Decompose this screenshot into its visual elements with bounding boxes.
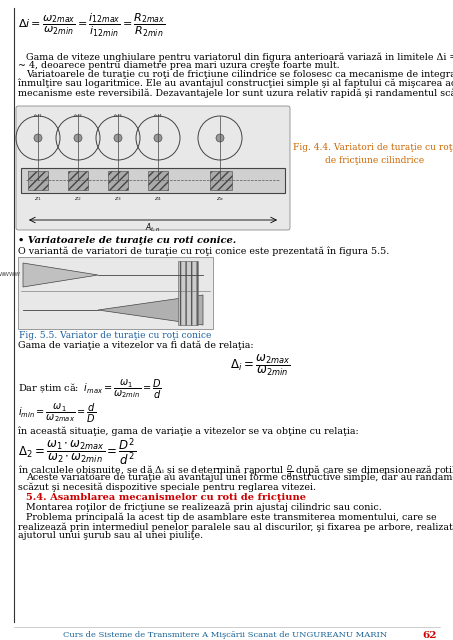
- Circle shape: [216, 134, 224, 142]
- Text: • Variatoarele de turaţie cu roti conice.: • Variatoarele de turaţie cu roti conice…: [18, 236, 236, 245]
- Text: Curs de Sisteme de Transmitere A Mişcării Scanat de UNGUREANU MARIN: Curs de Sisteme de Transmitere A Mişcări…: [63, 631, 387, 639]
- Text: Problema principală la acest tip de asamblare este transmiterea momentului, care: Problema principală la acest tip de asam…: [26, 513, 437, 522]
- Text: $A_{t,n}$: $A_{t,n}$: [145, 222, 161, 234]
- Text: realizează prin intermediul penelor paralele sau al discurilor, şi fixarea pe ar: realizează prin intermediul penelor para…: [18, 522, 453, 531]
- Text: O variantă de variatori de turaţie cu roţi conice este prezentată în figura 5.5.: O variantă de variatori de turaţie cu ro…: [18, 246, 389, 255]
- Text: $z_1$: $z_1$: [34, 195, 42, 203]
- Text: Gama de viteze unghiulare pentru variatorul din figura anterioară variază in lim: Gama de viteze unghiulare pentru variato…: [26, 52, 453, 61]
- Text: 62: 62: [423, 631, 437, 640]
- Text: $z_2$: $z_2$: [74, 195, 82, 203]
- Text: ~ 4, deoarece pentru diametre prea mari uzura creşte foarte mult.: ~ 4, deoarece pentru diametre prea mari …: [18, 61, 340, 70]
- Text: $z_a$: $z_a$: [216, 195, 224, 203]
- Text: Variatoarele de turaţie cu roţi de fricţiune cilindrice se folosesc ca mecanisme: Variatoarele de turaţie cu roţi de fricţ…: [26, 70, 453, 79]
- Bar: [68, 171, 88, 190]
- Text: $\omega_{1}$: $\omega_{1}$: [33, 112, 43, 120]
- Bar: [18, 257, 213, 329]
- Text: $\omega_{4}$: $\omega_{4}$: [153, 112, 163, 120]
- Text: în calculele obișnuite, se dă Δᵢ și se determină raportul $\frac{D}{d}$ după car: în calculele obișnuite, se dă Δᵢ și se d…: [18, 463, 453, 480]
- Bar: [108, 171, 128, 190]
- Text: $z_4$: $z_4$: [154, 195, 162, 203]
- Text: $\omega_{2}$: $\omega_{2}$: [73, 112, 83, 120]
- Polygon shape: [98, 295, 203, 325]
- Text: Montarea roţilor de fricţiune se realizează prin ajustaj cilindric sau conic.: Montarea roţilor de fricţiune se realize…: [26, 503, 382, 513]
- Bar: [178, 261, 198, 325]
- Bar: [210, 171, 232, 190]
- Bar: [148, 171, 168, 190]
- Polygon shape: [23, 263, 98, 287]
- Text: Fig. 4.4. Variatori de turaţie cu roţi
de fricţiune cilindrice: Fig. 4.4. Variatori de turaţie cu roţi d…: [293, 143, 453, 165]
- Text: scăzut şi necesită dispozitive speciale pentru reglarea vitezei.: scăzut şi necesită dispozitive speciale …: [18, 482, 316, 492]
- Text: 5.4. Asamblarea mecanismelor cu roti de fricţiune: 5.4. Asamblarea mecanismelor cu roti de …: [26, 493, 306, 502]
- Text: $\omega_{3}$: $\omega_{3}$: [113, 112, 123, 120]
- Text: $\Delta_2 = \dfrac{\omega_1 \cdot \omega_{2max}}{\omega_2 \cdot \omega_{2min}} =: $\Delta_2 = \dfrac{\omega_1 \cdot \omega…: [18, 437, 136, 468]
- Text: $z_3$: $z_3$: [114, 195, 122, 203]
- FancyBboxPatch shape: [16, 106, 290, 230]
- Text: ajutorul unui şurub sau al unei piuliţe.: ajutorul unui şurub sau al unei piuliţe.: [18, 531, 203, 540]
- Circle shape: [74, 134, 82, 142]
- Text: Aceste variatoare de turaţie au avantajul unei forme constructive simple, dar au: Aceste variatoare de turaţie au avantaju…: [26, 473, 453, 482]
- Text: $\Delta i = \dfrac{\omega_{2max}}{\omega_{2min}} = \dfrac{i_{12max}}{i_{12min}} : $\Delta i = \dfrac{\omega_{2max}}{\omega…: [18, 12, 166, 39]
- Bar: [21, 168, 285, 193]
- Text: în această situaţie, gama de variaţie a vitezelor se va obţine cu relaţia:: în această situaţie, gama de variaţie a …: [18, 426, 359, 435]
- Text: mecanisme este reversibilă. Dezavantajele lor sunt uzura relativ rapidă şi randa: mecanisme este reversibilă. Dezavantajel…: [18, 88, 453, 97]
- Text: $i_{min} = \dfrac{\omega_1}{\omega_{2max}} = \dfrac{d}{D}$: $i_{min} = \dfrac{\omega_1}{\omega_{2max…: [18, 402, 96, 425]
- Text: WWWW: WWWW: [0, 273, 21, 278]
- Circle shape: [114, 134, 122, 142]
- Text: Gama de variaţie a vitezelor va fi dată de relaţia:: Gama de variaţie a vitezelor va fi dată …: [18, 341, 254, 351]
- Circle shape: [34, 134, 42, 142]
- Text: Dar știm că:  $i_{max} = \dfrac{\omega_1}{\omega_{2min}} = \dfrac{D}{d}$: Dar știm că: $i_{max} = \dfrac{\omega_1}…: [18, 378, 162, 401]
- Circle shape: [154, 134, 162, 142]
- Text: $\Delta_i = \dfrac{\omega_{2max}}{\omega_{2min}}$: $\Delta_i = \dfrac{\omega_{2max}}{\omega…: [230, 352, 290, 378]
- Text: înmulţire sau logaritmice. Ele au avantajul construcţiei simple şi al faptului c: înmulţire sau logaritmice. Ele au avanta…: [18, 79, 453, 88]
- Bar: [28, 171, 48, 190]
- Text: Fig. 5.5. Variator de turaţie cu roţi conice: Fig. 5.5. Variator de turaţie cu roţi co…: [19, 331, 211, 340]
